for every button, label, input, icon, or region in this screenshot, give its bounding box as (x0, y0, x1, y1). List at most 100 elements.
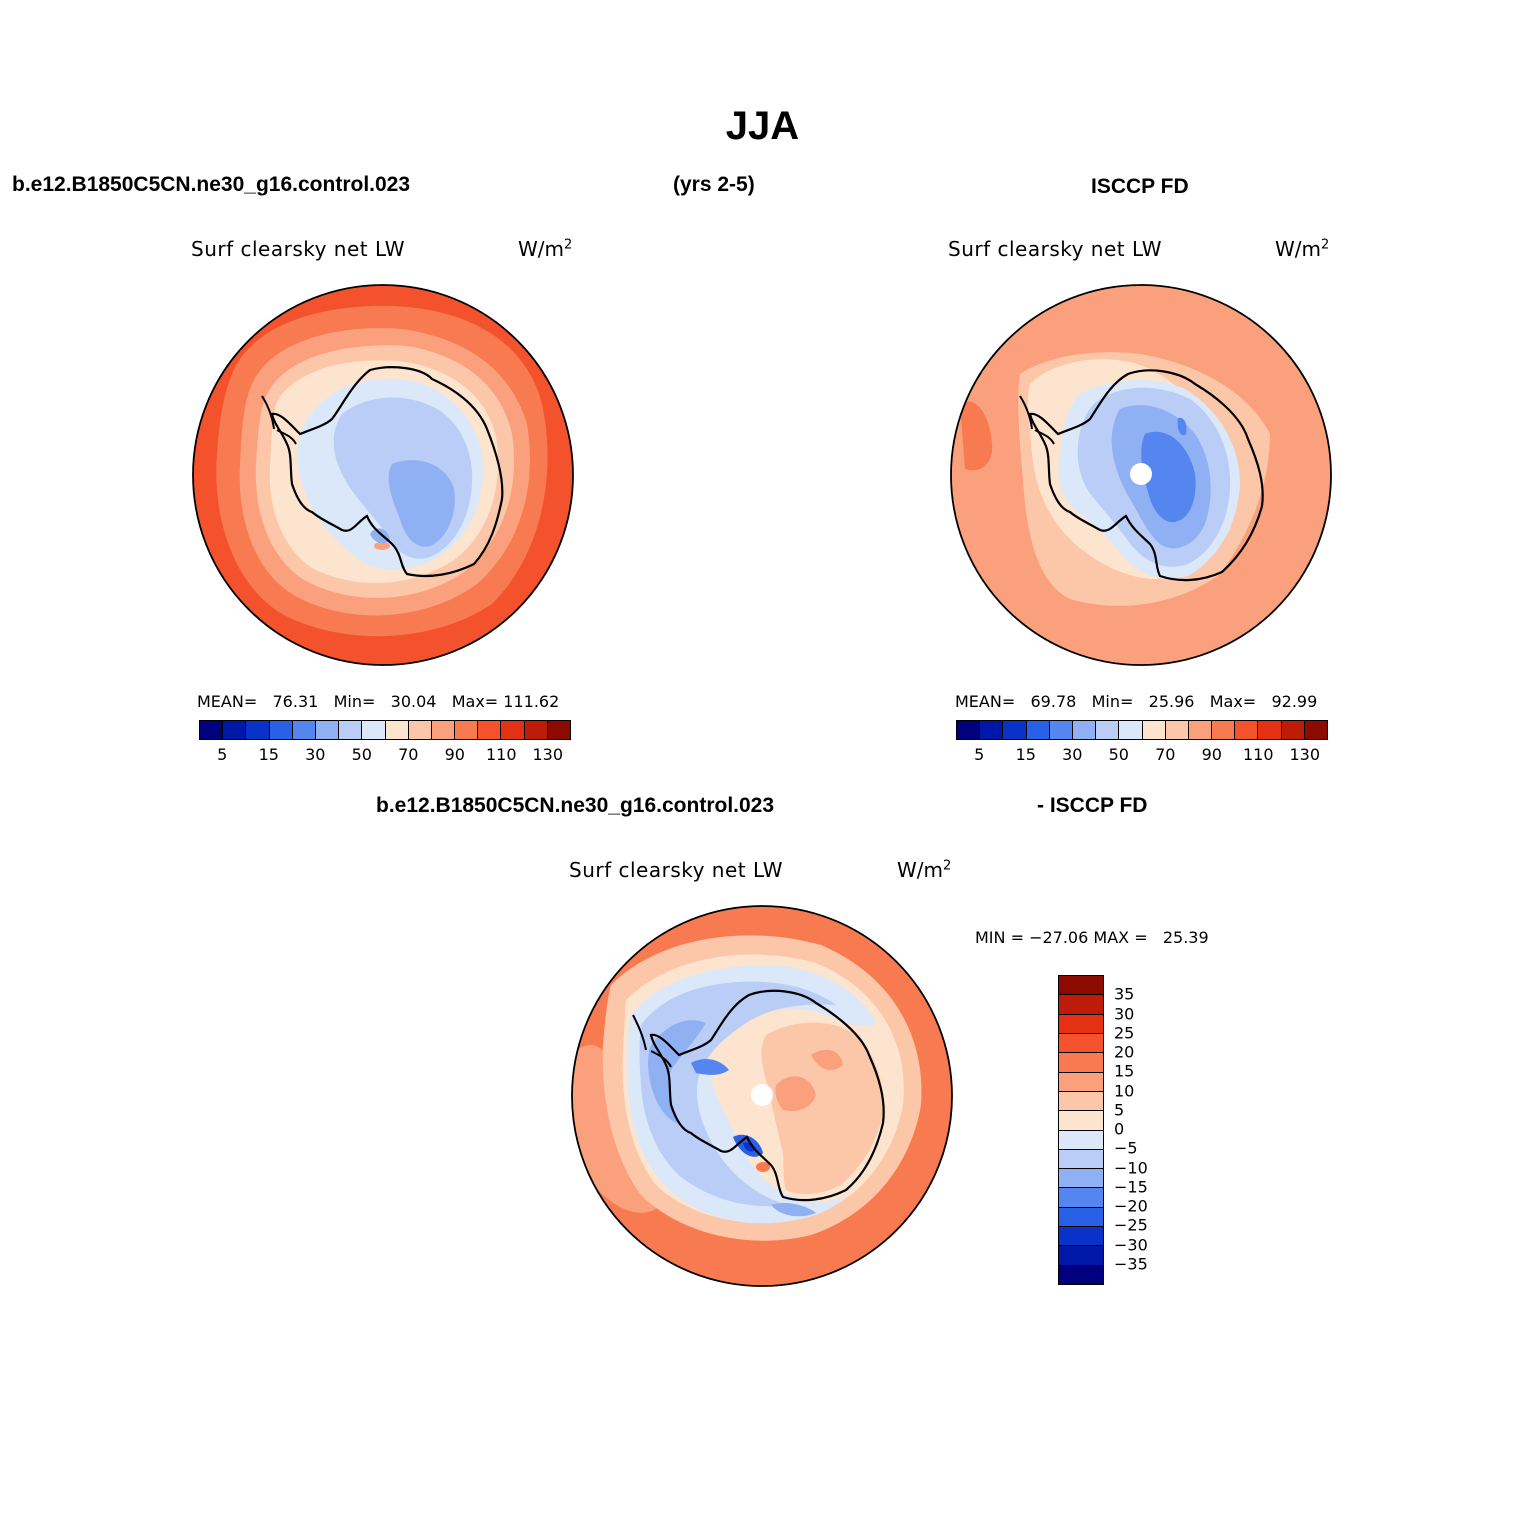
panel1-units: W/m2 (518, 237, 573, 261)
colorbar-swatch (246, 721, 270, 739)
colorbar-tick-label: −30 (1114, 1235, 1148, 1254)
case-name-header: b.e12.B1850C5CN.ne30_g16.control.023 (12, 173, 411, 196)
colorbar-tick-label: −35 (1114, 1254, 1148, 1274)
colorbar-swatch (1258, 721, 1282, 739)
colorbar-swatch (1003, 721, 1027, 739)
colorbar-swatch (1059, 1033, 1103, 1054)
colorbar-tick-label: 5 (1114, 1100, 1125, 1120)
diff-left-header: b.e12.B1850C5CN.ne30_g16.control.023 (376, 794, 775, 817)
colorbar-swatch (1059, 1246, 1103, 1266)
colorbar-tick-label: 30 (1114, 1004, 1135, 1023)
panel1-polar-map (192, 284, 574, 666)
colorbar-swatch (1059, 1207, 1103, 1228)
colorbar-swatch (1142, 721, 1166, 739)
panel1-variable-title: Surf clearsky net LW (191, 237, 406, 261)
colorbar-tick-label: 110 (1242, 745, 1274, 764)
colorbar-swatch (1072, 721, 1097, 739)
colorbar-tick-label: 110 (485, 745, 517, 764)
colorbar-swatch (269, 721, 293, 739)
colorbar-tick-label: 15 (1114, 1061, 1135, 1081)
colorbar-tick-label: −10 (1114, 1158, 1148, 1177)
colorbar-tick-label: 130 (1289, 745, 1321, 764)
colorbar-swatch (1119, 721, 1143, 739)
colorbar-swatch (1165, 721, 1189, 739)
colorbar-swatch (431, 721, 456, 739)
colorbar-swatch (315, 721, 340, 739)
colorbar-swatch (408, 721, 432, 739)
diff-right-header: - ISCCP FD (1037, 794, 1148, 817)
colorbar-tick-label: 5 (217, 745, 228, 764)
colorbar-swatch (1059, 976, 1103, 996)
colorbar-swatch (1304, 721, 1327, 739)
colorbar-tick-label: 25 (1114, 1023, 1135, 1043)
panel2-stats: MEAN= 69.78 Min= 25.96 Max= 92.99 (955, 692, 1318, 711)
colorbar-tick-label: −5 (1114, 1138, 1138, 1158)
colorbar-swatch (455, 721, 479, 739)
colorbar-swatch (1059, 1091, 1103, 1112)
colorbar-tick-label: 70 (1155, 745, 1176, 764)
colorbar-swatch (1212, 721, 1236, 739)
colorbar-swatch (1059, 1265, 1103, 1284)
colorbar-swatch (292, 721, 316, 739)
colorbar-tick-label: 30 (305, 745, 326, 764)
colorbar-swatch (385, 721, 409, 739)
years-header: (yrs 2-5) (673, 173, 755, 196)
colorbar-tick-label: −20 (1114, 1196, 1148, 1216)
panel2-polar-map (950, 284, 1332, 666)
diff-variable-title: Surf clearsky net LW (569, 858, 784, 882)
colorbar-tick-label: −25 (1114, 1215, 1148, 1235)
colorbar-swatch (1059, 1227, 1103, 1247)
colorbar-tick-label: 15 (1015, 745, 1036, 764)
colorbar-tick-label: 5 (974, 745, 985, 764)
colorbar-swatch (1049, 721, 1073, 739)
colorbar-swatch (524, 721, 548, 739)
colorbar-tick-label: 15 (258, 745, 279, 764)
page-title: JJA (725, 104, 800, 148)
colorbar-tick-label: 90 (1201, 745, 1222, 764)
colorbar-swatch (1281, 721, 1305, 739)
colorbar-tick-label: −15 (1114, 1177, 1148, 1197)
panel1-stats: MEAN= 76.31 Min= 30.04 Max= 111.62 (197, 692, 560, 711)
colorbar-tick-label: 10 (1114, 1081, 1135, 1100)
colorbar-swatch (1059, 1111, 1103, 1131)
colorbar-swatch (1059, 1188, 1103, 1208)
colorbar-tick-label: 30 (1062, 745, 1083, 764)
diff-colorbar (1058, 975, 1104, 1285)
colorbar-swatch (1096, 721, 1120, 739)
colorbar-tick-label: 130 (532, 745, 564, 764)
colorbar-swatch (1059, 1053, 1103, 1073)
colorbar-swatch (1188, 721, 1213, 739)
obs-name-header: ISCCP FD (1091, 175, 1189, 198)
colorbar-swatch (1059, 1014, 1103, 1034)
colorbar-swatch (1059, 1072, 1103, 1092)
colorbar-tick-label: 70 (398, 745, 419, 764)
colorbar-tick-label: 20 (1114, 1042, 1135, 1062)
colorbar-swatch (1235, 721, 1259, 739)
diff-units: W/m2 (897, 858, 952, 882)
colorbar-swatch (980, 721, 1004, 739)
colorbar-swatch (547, 721, 570, 739)
colorbar-swatch (501, 721, 525, 739)
diff-polar-map (571, 905, 953, 1287)
panel2-variable-title: Surf clearsky net LW (948, 237, 1163, 261)
panel2-units: W/m2 (1275, 237, 1330, 261)
colorbar-swatch (1059, 995, 1103, 1015)
colorbar-swatch (1059, 1130, 1103, 1150)
colorbar-swatch (478, 721, 502, 739)
colorbar-swatch (1059, 1149, 1103, 1170)
colorbar-swatch (957, 721, 981, 739)
colorbar-swatch (200, 721, 224, 739)
colorbar-tick-label: 35 (1114, 984, 1135, 1004)
colorbar-swatch (223, 721, 247, 739)
panel2-colorbar (956, 720, 1328, 740)
colorbar-tick-label: 50 (1108, 745, 1129, 764)
colorbar-tick-label: 90 (444, 745, 465, 764)
colorbar-swatch (1026, 721, 1050, 739)
colorbar-tick-label: 0 (1114, 1119, 1125, 1139)
panel1-colorbar (199, 720, 571, 740)
colorbar-tick-label: 50 (351, 745, 372, 764)
colorbar-swatch (362, 721, 386, 739)
diff-min-max: MIN = −27.06 MAX = 25.39 (975, 928, 1209, 947)
colorbar-swatch (1059, 1169, 1103, 1189)
colorbar-swatch (339, 721, 363, 739)
